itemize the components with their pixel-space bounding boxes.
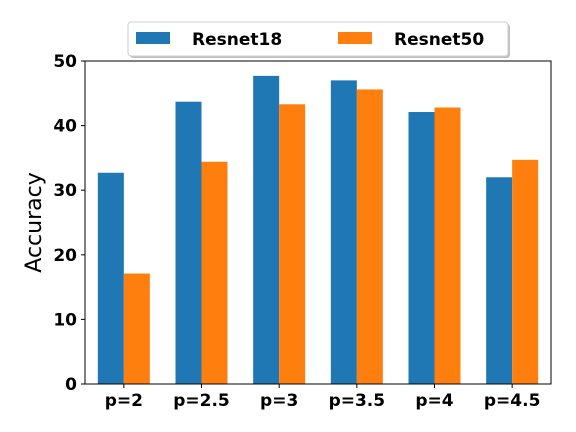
plot-frame [84,60,552,385]
bar-resnet18-5 [486,177,513,384]
legend-swatch-resnet50 [338,32,372,44]
legend-label-resnet50: Resnet50 [394,30,484,50]
y-tick-label: 10 [53,310,77,330]
y-axis: 0 10 20 30 40 50 [53,52,85,395]
legend-box [127,21,509,57]
x-tick-label: p=4.5 [484,391,541,411]
legend-swatch-resnet18 [136,32,170,44]
x-tick-label: p=2 [105,391,143,411]
y-tick-label: 0 [65,375,77,395]
x-tick-label: p=2.5 [173,391,230,411]
legend: Resnet18 Resnet50 [127,21,510,58]
y-tick-label: 20 [53,246,77,266]
x-tick-label: p=3.5 [329,391,386,411]
bar-resnet50-3 [356,89,383,384]
y-tick-label: 50 [53,52,77,72]
bar-resnet18-0 [97,172,124,384]
bars-layer [97,75,539,385]
y-axis-label: Accuracy [22,172,47,272]
bar-resnet18-2 [253,75,280,384]
bar-resnet18-1 [175,101,202,384]
x-axis: p=2 p=2.5 p=3 p=3.5 p=4 p=4.5 [105,384,541,411]
bar-resnet50-5 [512,159,539,384]
x-tick-label: p=4 [415,391,453,411]
y-tick-label: 30 [53,181,77,201]
y-tick-label: 40 [53,117,77,137]
bar-resnet18-4 [408,112,435,384]
legend-label-resnet18: Resnet18 [192,30,282,50]
bar-resnet18-3 [330,80,357,384]
bar-resnet50-0 [123,273,150,384]
bar-resnet50-1 [201,161,228,384]
x-tick-label: p=3 [260,391,298,411]
bar-resnet50-4 [434,107,461,385]
bar-resnet50-2 [279,104,306,385]
